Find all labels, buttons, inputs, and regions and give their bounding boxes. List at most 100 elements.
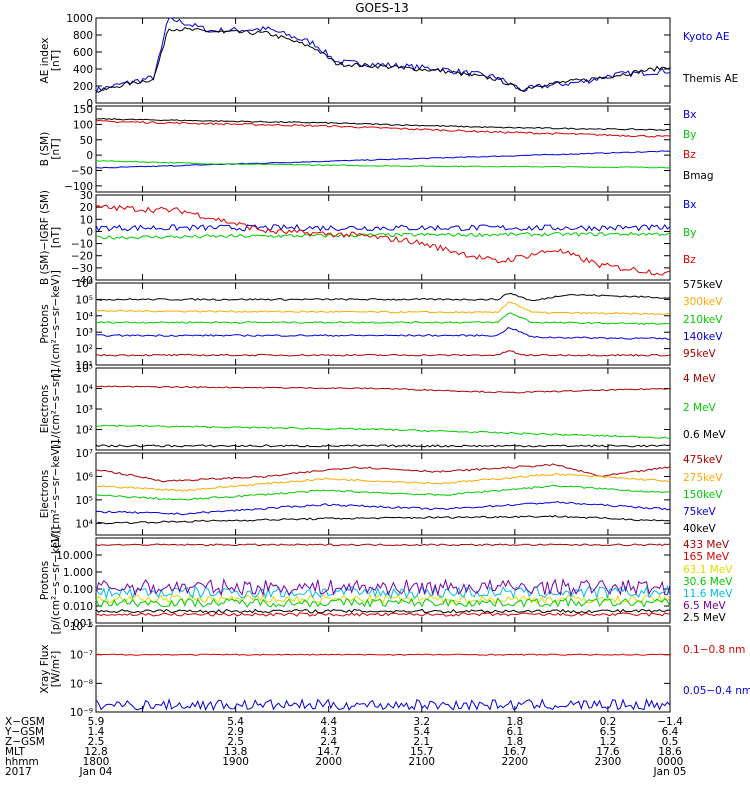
x-axis-value: 1.8 (506, 716, 523, 728)
panel-1: 0 200 400 600 800 1000 AE index [nT] Kyoto AE The… (39, 13, 738, 110)
legend-entry: 0.1−0.8 nm (683, 644, 745, 656)
x-axis-value: 1.8 (506, 736, 523, 748)
x-axis-value: 0000 (657, 756, 684, 768)
y-tick-label: 10⁵ (75, 294, 93, 306)
series-line-bx (95, 150, 671, 169)
y-axis-label: [1/(cm²−s−sr−keV)] (50, 270, 62, 378)
x-axis-value: 2.5 (227, 736, 244, 748)
x-axis-value: 1800 (83, 756, 110, 768)
y-axis-label: Electrons (39, 470, 51, 519)
y-tick-label: 10⁴ (75, 384, 93, 396)
x-axis-value: Jan 04 (79, 766, 113, 778)
legend-entry: 11.6 MeV (683, 588, 733, 600)
legend-entry: By (683, 129, 696, 141)
series-line-40kev (95, 514, 671, 525)
series-line-30-6-mev (95, 597, 671, 609)
series-line-95kev (95, 350, 671, 357)
series-line-by (95, 159, 670, 169)
y-tick-label: −20 (71, 251, 93, 263)
x-axis-value: 14.7 (317, 746, 340, 758)
y-axis-label: Electrons (39, 385, 51, 434)
legend-entry: 75keV (683, 506, 717, 518)
y-axis-label: B (SM) (39, 132, 51, 166)
x-row-label: 2017 (5, 766, 32, 778)
legend-entry: 95keV (683, 348, 717, 360)
series-line-bmag (95, 117, 671, 131)
y-tick-label: 0.010 (63, 601, 93, 613)
legend-entry: Bmag (683, 170, 714, 182)
panel-5: 10² 10³ 10⁴ 10⁵ Electrons [1/(cm²−s−sr)] 4 MeV… (39, 363, 727, 451)
x-row-label: Y−GSM (4, 726, 44, 738)
legend-entry: 210keV (683, 314, 723, 326)
x-axis-value: 6.5 (600, 726, 617, 738)
series-line-433-mev (95, 543, 671, 547)
panel-frame (95, 194, 671, 281)
x-axis-value: 13.8 (224, 746, 247, 758)
y-tick-label: 200 (73, 81, 93, 93)
series-line-themis-ae (95, 27, 671, 93)
legend-entry: 575keV (683, 279, 723, 291)
legend-entry: 30.6 MeV (683, 576, 733, 588)
y-tick-label: −10 (71, 239, 93, 251)
y-axis-label: [nT] (50, 138, 62, 159)
x-axis-value: −1.4 (657, 716, 683, 728)
y-tick-label: 10⁻⁶ (70, 621, 93, 633)
series-line-11-6-mev (95, 585, 671, 600)
x-axis-value: 1.2 (600, 736, 617, 748)
x-axis-value: 4.3 (320, 726, 337, 738)
legend-entry: Themis AE (682, 73, 738, 85)
y-axis-label: [p/(cm²−s−sr−keV)] (50, 527, 62, 635)
legend-entry: 0.05−0.4 nm (683, 685, 750, 697)
y-tick-label: 1000 (66, 13, 93, 25)
series-line-bz (95, 204, 671, 276)
y-tick-label: −30 (71, 263, 93, 275)
x-axis-value: 0.5 (662, 736, 679, 748)
series-line-6-5-mev (95, 577, 671, 597)
y-axis-label: Xray Flux (39, 644, 51, 693)
y-tick-label: 10⁴ (75, 518, 93, 530)
legend-entry: By (683, 227, 696, 239)
panel-frame (95, 367, 671, 451)
legend-entry: 433 MeV (683, 539, 730, 551)
y-tick-label: −50 (71, 166, 93, 178)
series-line-0-05-0-4-nm (95, 697, 671, 712)
y-tick-label: 10³ (75, 404, 93, 416)
y-tick-label: 30 (80, 190, 93, 202)
legend-entry: 2.5 MeV (683, 612, 727, 624)
series-line-0-6-mev (95, 444, 671, 448)
y-axis-label: [nT] (50, 227, 62, 248)
panel-frame (95, 105, 671, 193)
y-axis-label: [W/m²] (50, 651, 62, 688)
x-axis-value: 4.4 (320, 716, 337, 728)
legend-entry: 140keV (683, 331, 723, 343)
panel-7: 0.001 0.010 0.100 1.000 10.000 Protons [p/(cm²… (39, 527, 733, 635)
y-tick-label: 50 (80, 135, 93, 147)
panel-2: −100 −50 0 50 100 150 B (SM) [nT] Bx By Bz Bmag (39, 104, 714, 193)
y-tick-label: 1.000 (63, 567, 93, 579)
y-tick-label: 10² (75, 425, 93, 437)
series-line-575kev (95, 292, 671, 302)
x-axis-value: 5.4 (413, 726, 430, 738)
legend-entry: 4 MeV (683, 373, 717, 385)
legend-entry: 63.1 MeV (683, 564, 733, 576)
series-line-63-1-mev (95, 593, 671, 605)
panel-8: 10⁻⁹ 10⁻⁸ 10⁻⁷ 10⁻⁶ Xray Flux [W/m²] 0.1−0.8 n… (39, 621, 750, 719)
y-tick-label: 400 (73, 64, 93, 76)
x-axis-value: 2000 (315, 756, 342, 768)
legend-entry: Bx (683, 109, 696, 121)
y-tick-label: 20 (80, 202, 93, 214)
y-tick-label: 10⁷ (75, 448, 93, 460)
legend-entry: 275keV (683, 472, 723, 484)
y-tick-label: 10⁶ (75, 471, 93, 483)
legend-entry: 2 MeV (683, 402, 717, 414)
panel-frame (95, 625, 671, 713)
panel-frame (95, 537, 671, 624)
series-line-300kev (95, 301, 671, 316)
y-tick-label: 0 (86, 98, 93, 110)
x-axis-value: 15.7 (410, 746, 433, 758)
legend-entry: 6.5 MeV (683, 600, 727, 612)
series-line-kyoto-ae (95, 17, 671, 94)
legend-entry: 0.6 MeV (683, 429, 727, 441)
